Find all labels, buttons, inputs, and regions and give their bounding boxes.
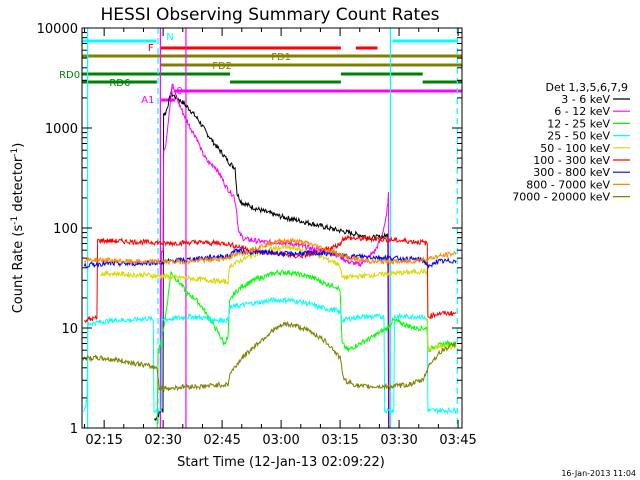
series-line-300-800-kev bbox=[84, 247, 457, 269]
series-line-800-7000-kev bbox=[84, 237, 457, 266]
y-tick-label: 10000 bbox=[37, 22, 78, 37]
plot-frame bbox=[81, 27, 463, 429]
flag-bars: N F FD1 FD2 RD0 RD6 A1 A0 bbox=[59, 32, 462, 106]
x-axis-label: Start Time (12-Jan-13 02:09:22) bbox=[177, 455, 385, 470]
legend-label-100-300-kev: 100 - 300 keV bbox=[533, 154, 610, 167]
x-tick-label: 03:30 bbox=[380, 433, 417, 448]
y-axis-label-sup2: -1 bbox=[10, 148, 20, 157]
series-line-50-100-kev bbox=[99, 243, 457, 353]
y-tick-label: 1 bbox=[70, 422, 78, 437]
legend-label-7000-20000-kev: 7000 - 20000 keV bbox=[512, 191, 610, 204]
y-tick-label: 10 bbox=[61, 322, 78, 337]
flag-label-rd0: RD0 bbox=[59, 70, 80, 81]
x-tick-label: 03:45 bbox=[439, 433, 476, 448]
x-tick-label: 02:45 bbox=[203, 433, 240, 448]
y-axis-label-main: Count Rate (s bbox=[11, 225, 26, 314]
y-tick-label: 1000 bbox=[45, 122, 78, 137]
series-line-12-25-kev bbox=[156, 268, 457, 429]
series-line-25-50-kev bbox=[83, 296, 457, 415]
flag-label-rd6: RD6 bbox=[109, 78, 130, 89]
legend-label-12-25-kev: 12 - 25 keV bbox=[547, 117, 610, 130]
x-tick-label: 02:15 bbox=[85, 433, 122, 448]
x-tick-label: 02:30 bbox=[144, 433, 181, 448]
y-axis-label-end: ) bbox=[11, 143, 26, 148]
series-line-3-6-kev bbox=[154, 91, 390, 429]
y-tick-label: 100 bbox=[53, 222, 78, 237]
x-tick-label: 03:15 bbox=[321, 433, 358, 448]
series-line-6-12-kev bbox=[160, 83, 391, 429]
legend-label-3-6-kev: 3 - 6 keV bbox=[561, 93, 610, 106]
flag-label-fd1: FD1 bbox=[271, 52, 291, 63]
axis-ticks: 02:15 02:30 02:45 03:00 03:15 03:30 03:45 1 10 10… bbox=[37, 22, 477, 448]
flag-label-a0: A0 bbox=[170, 86, 183, 97]
legend-header: Det 1,3,5,6,7,9 bbox=[545, 81, 628, 94]
legend-label-800-7000-kev: 800 - 7000 keV bbox=[526, 178, 610, 191]
y-axis-label: Count Rate (s-1 detector-1) bbox=[10, 143, 26, 314]
legend-label-50-100-kev: 50 - 100 keV bbox=[540, 142, 610, 155]
legend-label-6-12-kev: 6 - 12 keV bbox=[554, 105, 610, 118]
legend-label-25-50-kev: 25 - 50 keV bbox=[547, 130, 610, 143]
eclipse-markers bbox=[87, 28, 458, 428]
chart-title: HESSI Observing Summary Count Rates bbox=[100, 5, 439, 25]
x-tick-label: 03:00 bbox=[262, 433, 299, 448]
flag-label-fd2: FD2 bbox=[212, 61, 232, 72]
timestamp: 16-Jan-2013 11:04 bbox=[561, 469, 636, 478]
y-axis-label-sup1: -1 bbox=[10, 216, 20, 225]
y-axis-label-mid: detector bbox=[11, 156, 26, 216]
legend-label-300-800-kev: 300 - 800 keV bbox=[533, 166, 610, 179]
flag-label-a1: A1 bbox=[141, 95, 154, 106]
flag-label-n: N bbox=[166, 32, 173, 43]
flag-label-f: F bbox=[148, 43, 154, 54]
series-lines bbox=[82, 83, 457, 429]
series-line-7000-20000-kev bbox=[82, 320, 457, 393]
